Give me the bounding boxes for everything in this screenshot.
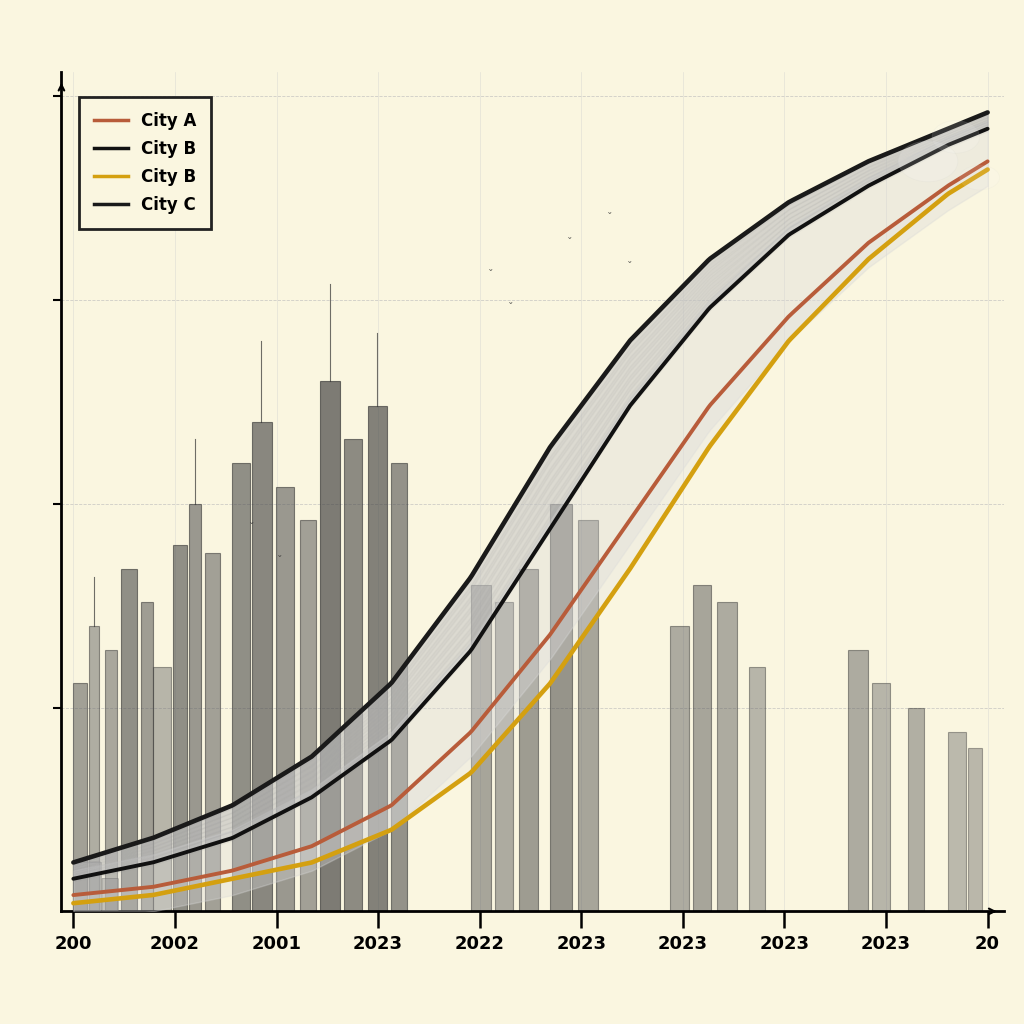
FancyBboxPatch shape	[74, 862, 101, 911]
Legend: City A, City B, City B, City C: City A, City B, City B, City C	[79, 97, 211, 228]
Bar	[550, 504, 572, 911]
Text: ˇ: ˇ	[627, 262, 633, 272]
Bar	[344, 438, 361, 911]
Bar	[205, 553, 220, 911]
Bar	[319, 382, 340, 911]
Bar	[368, 406, 387, 911]
Bar	[89, 626, 99, 911]
Bar	[252, 422, 272, 911]
Text: ˇ: ˇ	[278, 556, 283, 566]
Bar	[670, 626, 689, 911]
Bar	[121, 569, 137, 911]
Bar	[718, 601, 737, 911]
Bar	[518, 569, 539, 911]
Bar	[74, 683, 87, 911]
Ellipse shape	[898, 141, 957, 181]
Text: ˇ: ˇ	[487, 270, 494, 281]
Bar	[693, 586, 712, 911]
Bar	[276, 487, 294, 911]
Bar	[849, 650, 868, 911]
Ellipse shape	[959, 166, 999, 189]
Bar	[579, 520, 598, 911]
Text: ˇ: ˇ	[250, 523, 255, 534]
Bar	[968, 749, 982, 911]
Text: ˇ: ˇ	[508, 303, 513, 313]
Bar	[188, 504, 201, 911]
Bar	[948, 732, 966, 911]
Bar	[471, 586, 490, 911]
Bar	[750, 667, 765, 911]
Bar	[908, 708, 924, 911]
Text: ˇ: ˇ	[607, 213, 612, 223]
Bar	[173, 545, 186, 911]
Bar	[232, 463, 250, 911]
Ellipse shape	[932, 121, 980, 154]
Bar	[153, 667, 171, 911]
Bar	[495, 601, 513, 911]
Bar	[105, 650, 117, 911]
Bar	[300, 520, 315, 911]
Text: ˇ: ˇ	[567, 238, 573, 248]
Bar	[391, 463, 408, 911]
Bar	[141, 601, 153, 911]
Bar	[872, 683, 890, 911]
FancyBboxPatch shape	[102, 879, 119, 911]
